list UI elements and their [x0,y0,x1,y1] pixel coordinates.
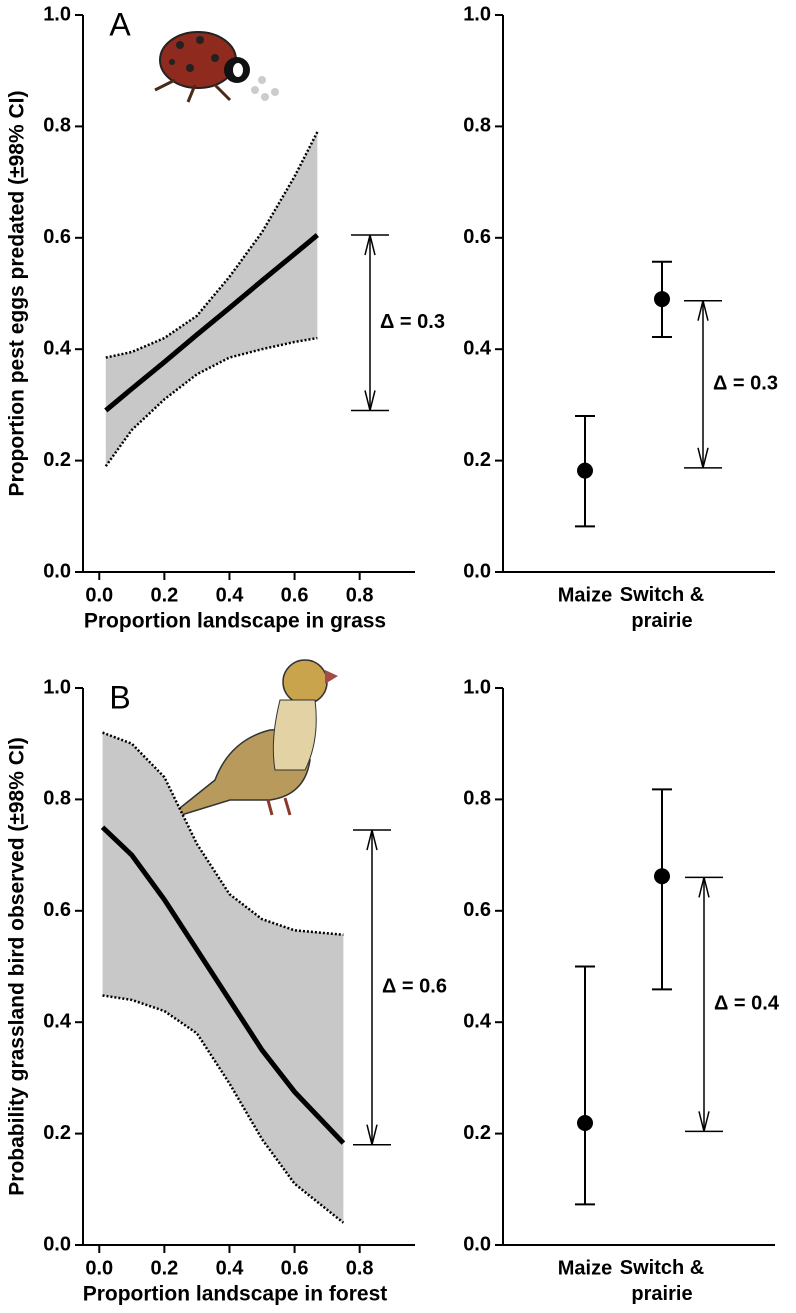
fit-line [104,233,319,413]
y-tick-label: 1.0 [43,676,71,698]
y-tick-label: 1.0 [463,676,491,698]
mean-point [577,462,593,479]
confidence-band [102,732,344,1223]
x-tick-label: Switch & prairie [620,584,704,632]
y-tick-label: 0.4 [43,337,72,359]
y-tick-label: 0.6 [463,226,491,248]
arrowhead [697,300,709,321]
delta-label: Δ = 0.6 [382,976,447,998]
y-axis-title: Proportion pest eggs predated (±98% CI) [6,91,29,497]
x-axis-title: Proportion landscape in forest [83,1283,388,1306]
y-tick-label: 0.6 [43,899,71,921]
x-tick-label: 0.2 [150,1257,178,1279]
y-tick-label: 0.4 [463,1010,492,1032]
arrowhead [364,234,376,256]
x-tick-label: 0.0 [85,1257,113,1279]
upper-bound [102,731,344,936]
upper-bound [105,131,319,359]
y-tick-label: 0.0 [43,560,71,582]
lower-bound [102,994,345,1224]
lower-bound [104,336,318,467]
y-tick-label: 0.8 [43,788,71,810]
y-tick-label: 0.0 [463,560,491,582]
y-tick-label: 1.0 [43,3,71,25]
y-tick-label: 0.2 [463,1122,491,1144]
y-tick-label: 0.2 [463,449,491,471]
y-tick-label: 0.6 [43,226,71,248]
y-tick-label: 0.8 [463,115,491,137]
x-tick-label: 0.4 [216,1257,245,1279]
y-tick-label: 0.6 [463,899,491,921]
ladybug-icon [154,31,279,103]
arrowhead [364,390,376,411]
y-tick-label: 0.4 [463,337,492,359]
y-tick-label: 1.0 [463,3,491,25]
panel-label: B [109,679,130,715]
x-axis-title: Proportion landscape in grass [84,610,386,633]
panel-label: A [109,6,131,42]
arrowhead [698,877,710,898]
x-tick-label: 0.8 [346,1257,374,1279]
x-tick-label: Maize [558,1257,612,1279]
x-tick-label: Maize [558,584,612,606]
delta-label: Δ = 0.4 [714,993,780,1015]
arrowhead [698,1111,710,1132]
y-tick-label: 0.0 [43,1233,71,1255]
x-tick-label: 0.6 [281,1257,309,1279]
bird-icon [164,659,338,821]
x-tick-label: 0.6 [281,584,309,606]
y-tick-label: 0.4 [43,1010,72,1032]
x-tick-label: 0.2 [150,584,178,606]
y-tick-label: 0.8 [43,115,71,137]
x-tick-label: 0.0 [85,584,113,606]
arrowhead [697,447,709,469]
x-tick-label: Switch & prairie [620,1257,704,1305]
y-axis-title: Probability grassland bird observed (±98… [6,737,29,1195]
confidence-band [105,131,318,467]
fit-line [100,825,346,1145]
delta-label: Δ = 0.3 [713,373,778,395]
mean-point [654,291,670,308]
y-tick-label: 0.2 [43,449,71,471]
x-tick-label: 0.4 [216,584,245,606]
y-tick-label: 0.8 [463,788,491,810]
y-tick-label: 0.0 [463,1233,491,1255]
arrowhead [366,829,378,851]
mean-point [654,868,670,885]
x-tick-label: 0.8 [346,584,374,606]
arrowhead [366,1124,378,1145]
mean-point [577,1115,593,1132]
y-tick-label: 0.2 [43,1122,71,1144]
delta-label: Δ = 0.3 [380,311,445,333]
